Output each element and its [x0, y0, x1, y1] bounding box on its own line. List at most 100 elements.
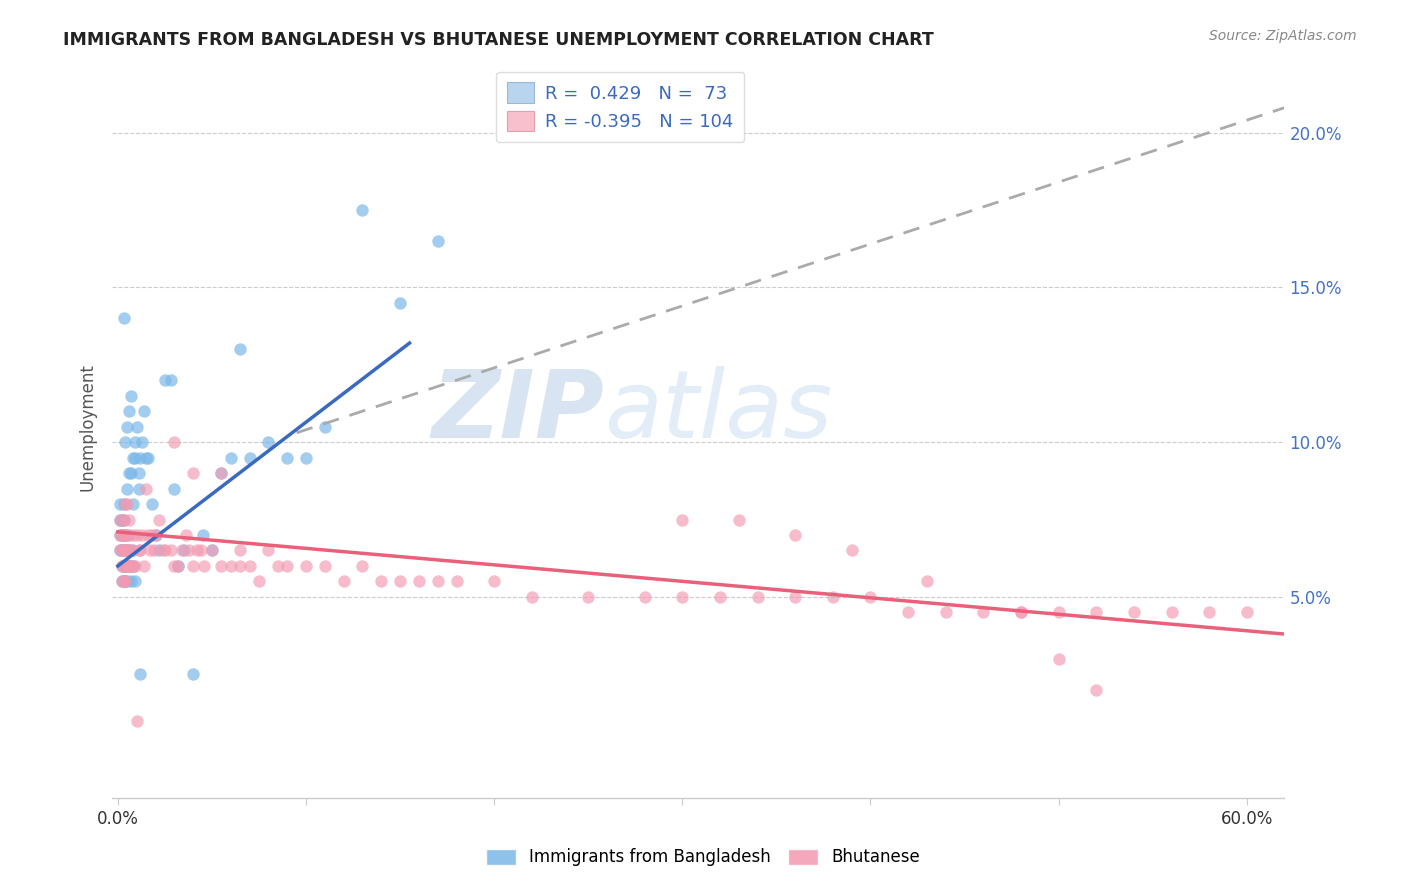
- Text: atlas: atlas: [605, 367, 832, 458]
- Point: [1122, 606, 1144, 620]
- Point: [122, 558, 145, 573]
- Point: [117, 419, 139, 434]
- Point: [314, 419, 336, 434]
- Legend: Immigrants from Bangladesh, Bhutanese: Immigrants from Bangladesh, Bhutanese: [479, 842, 927, 873]
- Point: [179, 543, 201, 558]
- Point: [118, 558, 141, 573]
- Point: [181, 667, 204, 681]
- Point: [112, 574, 135, 589]
- Point: [134, 558, 156, 573]
- Point: [163, 482, 186, 496]
- Point: [120, 466, 142, 480]
- Text: Source: ZipAtlas.com: Source: ZipAtlas.com: [1209, 29, 1357, 43]
- Point: [122, 497, 145, 511]
- Point: [167, 558, 190, 573]
- Point: [112, 497, 135, 511]
- Point: [120, 389, 142, 403]
- Point: [173, 543, 195, 558]
- Point: [727, 512, 749, 526]
- Point: [229, 558, 252, 573]
- Point: [135, 482, 157, 496]
- Point: [935, 606, 957, 620]
- Point: [118, 558, 141, 573]
- Point: [108, 543, 131, 558]
- Point: [108, 528, 131, 542]
- Point: [181, 466, 204, 480]
- Point: [118, 512, 141, 526]
- Point: [114, 528, 136, 542]
- Point: [785, 590, 807, 604]
- Point: [117, 558, 139, 573]
- Point: [295, 450, 318, 465]
- Point: [141, 528, 163, 542]
- Point: [122, 558, 145, 573]
- Point: [117, 574, 139, 589]
- Point: [1160, 606, 1182, 620]
- Point: [170, 543, 193, 558]
- Point: [352, 202, 374, 217]
- Point: [111, 528, 134, 542]
- Point: [276, 450, 298, 465]
- Point: [295, 558, 318, 573]
- Point: [108, 512, 131, 526]
- Point: [1236, 606, 1258, 620]
- Point: [148, 543, 170, 558]
- Point: [120, 574, 142, 589]
- Point: [426, 574, 449, 589]
- Point: [118, 528, 141, 542]
- Point: [125, 419, 148, 434]
- Point: [118, 466, 141, 480]
- Point: [124, 558, 146, 573]
- Point: [129, 543, 152, 558]
- Point: [148, 512, 170, 526]
- Point: [111, 574, 134, 589]
- Point: [112, 528, 135, 542]
- Point: [145, 528, 167, 542]
- Point: [167, 558, 190, 573]
- Point: [247, 574, 270, 589]
- Point: [129, 667, 152, 681]
- Point: [136, 528, 159, 542]
- Point: [122, 450, 145, 465]
- Point: [117, 543, 139, 558]
- Point: [117, 558, 139, 573]
- Point: [108, 512, 131, 526]
- Point: [135, 450, 157, 465]
- Point: [821, 590, 844, 604]
- Point: [1047, 652, 1070, 666]
- Point: [117, 543, 139, 558]
- Point: [114, 543, 136, 558]
- Point: [193, 558, 215, 573]
- Point: [1010, 606, 1032, 620]
- Point: [114, 528, 136, 542]
- Point: [181, 558, 204, 573]
- Point: [120, 558, 142, 573]
- Point: [124, 435, 146, 450]
- Point: [239, 558, 262, 573]
- Point: [112, 543, 135, 558]
- Text: ZIP: ZIP: [432, 366, 605, 458]
- Point: [108, 543, 131, 558]
- Point: [153, 373, 176, 387]
- Point: [111, 543, 134, 558]
- Point: [111, 543, 134, 558]
- Point: [112, 558, 135, 573]
- Point: [671, 512, 693, 526]
- Point: [141, 497, 163, 511]
- Point: [128, 543, 150, 558]
- Point: [634, 590, 657, 604]
- Point: [163, 558, 186, 573]
- Point: [128, 466, 150, 480]
- Text: IMMIGRANTS FROM BANGLADESH VS BHUTANESE UNEMPLOYMENT CORRELATION CHART: IMMIGRANTS FROM BANGLADESH VS BHUTANESE …: [63, 31, 934, 49]
- Point: [352, 558, 374, 573]
- Point: [201, 543, 224, 558]
- Point: [219, 450, 242, 465]
- Point: [111, 512, 134, 526]
- Point: [219, 558, 242, 573]
- Point: [111, 528, 134, 542]
- Point: [114, 574, 136, 589]
- Point: [370, 574, 392, 589]
- Point: [111, 558, 134, 573]
- Point: [118, 543, 141, 558]
- Point: [190, 543, 212, 558]
